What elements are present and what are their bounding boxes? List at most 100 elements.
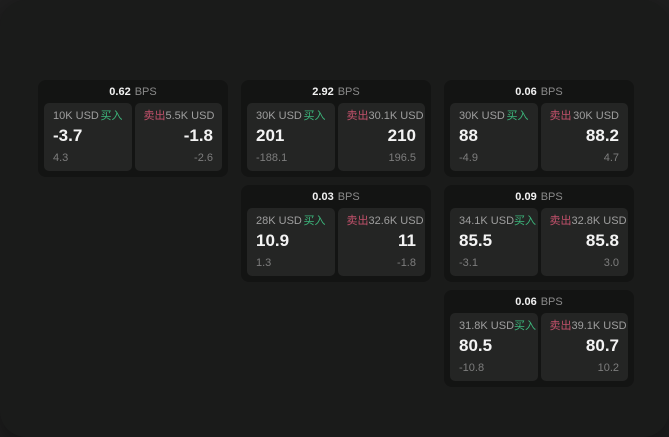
buy-delta-value: 1.3 <box>256 257 272 269</box>
sell-delta-value: 3.0 <box>603 257 619 269</box>
buy-side-label: 买入 <box>506 110 529 122</box>
sell-panel-top: 卖出 30K USD <box>550 110 620 123</box>
buy-price-value: 88 <box>459 126 478 145</box>
bps-unit-label: BPS <box>134 86 157 98</box>
buy-panel[interactable]: 30K USD 买入 88 -4.9 <box>450 103 538 171</box>
sell-delta-value: 196.5 <box>388 152 416 164</box>
sell-panel-top: 卖出 32.8K USD <box>549 215 627 228</box>
cards-grid: 0.62 BPS 10K USD 买入 -3.7 4.3 卖出 5.5K USD… <box>38 80 634 387</box>
buy-price-value: 10.9 <box>256 231 290 250</box>
buy-amount-label: 30K USD <box>256 110 302 122</box>
sell-delta-value: -1.8 <box>397 257 416 269</box>
bps-value: 2.92 <box>312 86 334 98</box>
bps-unit-label: BPS <box>540 191 563 203</box>
card-panels: 31.8K USD 买入 80.5 -10.8 卖出 39.1K USD 80.… <box>450 313 628 381</box>
sell-panel[interactable]: 卖出 5.5K USD -1.8 -2.6 <box>134 103 222 171</box>
sell-panel-top: 卖出 5.5K USD <box>143 110 215 123</box>
buy-panel[interactable]: 10K USD 买入 -3.7 4.3 <box>44 103 132 171</box>
quote-card: 2.92 BPS 30K USD 买入 201 -188.1 卖出 30.1K … <box>241 80 431 177</box>
buy-panel[interactable]: 30K USD 买入 201 -188.1 <box>247 103 335 171</box>
buy-delta-value: -4.9 <box>459 152 478 164</box>
sell-panel-top: 卖出 39.1K USD <box>549 320 627 333</box>
buy-panel[interactable]: 34.1K USD 买入 85.5 -3.1 <box>450 208 538 276</box>
sell-price-value: 210 <box>387 126 416 145</box>
bps-value: 0.62 <box>109 86 131 98</box>
sell-amount-label: 32.6K USD <box>368 215 424 227</box>
card-panels: 34.1K USD 买入 85.5 -3.1 卖出 32.8K USD 85.8… <box>450 208 628 276</box>
buy-side-label: 买入 <box>303 110 326 122</box>
buy-price-value: -3.7 <box>53 126 83 145</box>
card-header: 2.92 BPS <box>247 84 425 101</box>
sell-panel[interactable]: 卖出 39.1K USD 80.7 10.2 <box>540 313 628 381</box>
buy-price-value: 201 <box>256 126 285 145</box>
buy-delta-value: -10.8 <box>459 362 485 374</box>
sell-side-label: 卖出 <box>346 215 369 227</box>
quote-card: 0.09 BPS 34.1K USD 买入 85.5 -3.1 卖出 32.8K… <box>444 185 634 282</box>
buy-delta-value: -188.1 <box>256 152 288 164</box>
buy-amount-label: 34.1K USD <box>459 215 515 227</box>
buy-amount-label: 28K USD <box>256 215 302 227</box>
sell-amount-label: 30.1K USD <box>368 110 424 122</box>
buy-panel[interactable]: 31.8K USD 买入 80.5 -10.8 <box>450 313 538 381</box>
sell-amount-label: 30K USD <box>573 110 619 122</box>
buy-panel-top: 34.1K USD 买入 <box>459 215 536 228</box>
card-panels: 30K USD 买入 201 -188.1 卖出 30.1K USD 210 1… <box>247 103 425 171</box>
card-panels: 30K USD 买入 88 -4.9 卖出 30K USD 88.2 4.7 <box>450 103 628 171</box>
quote-card: 0.06 BPS 30K USD 买入 88 -4.9 卖出 30K USD 8… <box>444 80 634 177</box>
bps-unit-label: BPS <box>337 86 360 98</box>
sell-panel[interactable]: 卖出 32.8K USD 85.8 3.0 <box>540 208 628 276</box>
card-header: 0.09 BPS <box>450 189 628 206</box>
buy-panel-top: 31.8K USD 买入 <box>459 320 536 333</box>
sell-amount-label: 39.1K USD <box>571 320 627 332</box>
sell-price-value: -1.8 <box>183 126 213 145</box>
bps-unit-label: BPS <box>540 296 563 308</box>
buy-price-value: 80.5 <box>459 336 493 355</box>
sell-side-label: 卖出 <box>549 215 572 227</box>
sell-delta-value: 10.2 <box>597 362 619 374</box>
buy-panel-top: 30K USD 买入 <box>459 110 529 123</box>
buy-price-value: 85.5 <box>459 231 493 250</box>
sell-panel[interactable]: 卖出 32.6K USD 11 -1.8 <box>337 208 425 276</box>
sell-panel[interactable]: 卖出 30K USD 88.2 4.7 <box>540 103 628 171</box>
quote-card: 0.03 BPS 28K USD 买入 10.9 1.3 卖出 32.6K US… <box>241 185 431 282</box>
card-panels: 28K USD 买入 10.9 1.3 卖出 32.6K USD 11 -1.8 <box>247 208 425 276</box>
sell-panel[interactable]: 卖出 30.1K USD 210 196.5 <box>337 103 425 171</box>
quote-card: 0.62 BPS 10K USD 买入 -3.7 4.3 卖出 5.5K USD… <box>38 80 228 177</box>
card-header: 0.06 BPS <box>450 294 628 311</box>
sell-delta-value: 4.7 <box>603 152 619 164</box>
bps-value: 0.03 <box>312 191 334 203</box>
sell-side-label: 卖出 <box>346 110 369 122</box>
buy-panel-top: 30K USD 买入 <box>256 110 326 123</box>
bps-unit-label: BPS <box>337 191 360 203</box>
buy-side-label: 买入 <box>303 215 326 227</box>
buy-side-label: 买入 <box>514 215 537 227</box>
buy-side-label: 买入 <box>514 320 537 332</box>
bps-value: 0.06 <box>515 86 537 98</box>
sell-price-value: 85.8 <box>585 231 619 250</box>
buy-panel-top: 28K USD 买入 <box>256 215 326 228</box>
sell-amount-label: 32.8K USD <box>571 215 627 227</box>
sell-side-label: 卖出 <box>549 110 572 122</box>
quote-card: 0.06 BPS 31.8K USD 买入 80.5 -10.8 卖出 39.1… <box>444 290 634 387</box>
sell-amount-label: 5.5K USD <box>165 110 215 122</box>
buy-amount-label: 30K USD <box>459 110 505 122</box>
sell-price-value: 80.7 <box>585 336 619 355</box>
sell-price-value: 11 <box>398 231 416 250</box>
sell-panel-top: 卖出 30.1K USD <box>346 110 424 123</box>
buy-panel-top: 10K USD 买入 <box>53 110 123 123</box>
sell-delta-value: -2.6 <box>194 152 213 164</box>
sell-side-label: 卖出 <box>549 320 572 332</box>
sell-price-value: 88.2 <box>585 126 619 145</box>
sell-panel-top: 卖出 32.6K USD <box>346 215 424 228</box>
bps-value: 0.09 <box>515 191 537 203</box>
buy-panel[interactable]: 28K USD 买入 10.9 1.3 <box>247 208 335 276</box>
card-panels: 10K USD 买入 -3.7 4.3 卖出 5.5K USD -1.8 -2.… <box>44 103 222 171</box>
buy-delta-value: -3.1 <box>459 257 478 269</box>
buy-side-label: 买入 <box>100 110 123 122</box>
buy-delta-value: 4.3 <box>53 152 69 164</box>
bps-value: 0.06 <box>515 296 537 308</box>
sell-side-label: 卖出 <box>143 110 166 122</box>
card-header: 0.06 BPS <box>450 84 628 101</box>
card-header: 0.03 BPS <box>247 189 425 206</box>
bps-unit-label: BPS <box>540 86 563 98</box>
